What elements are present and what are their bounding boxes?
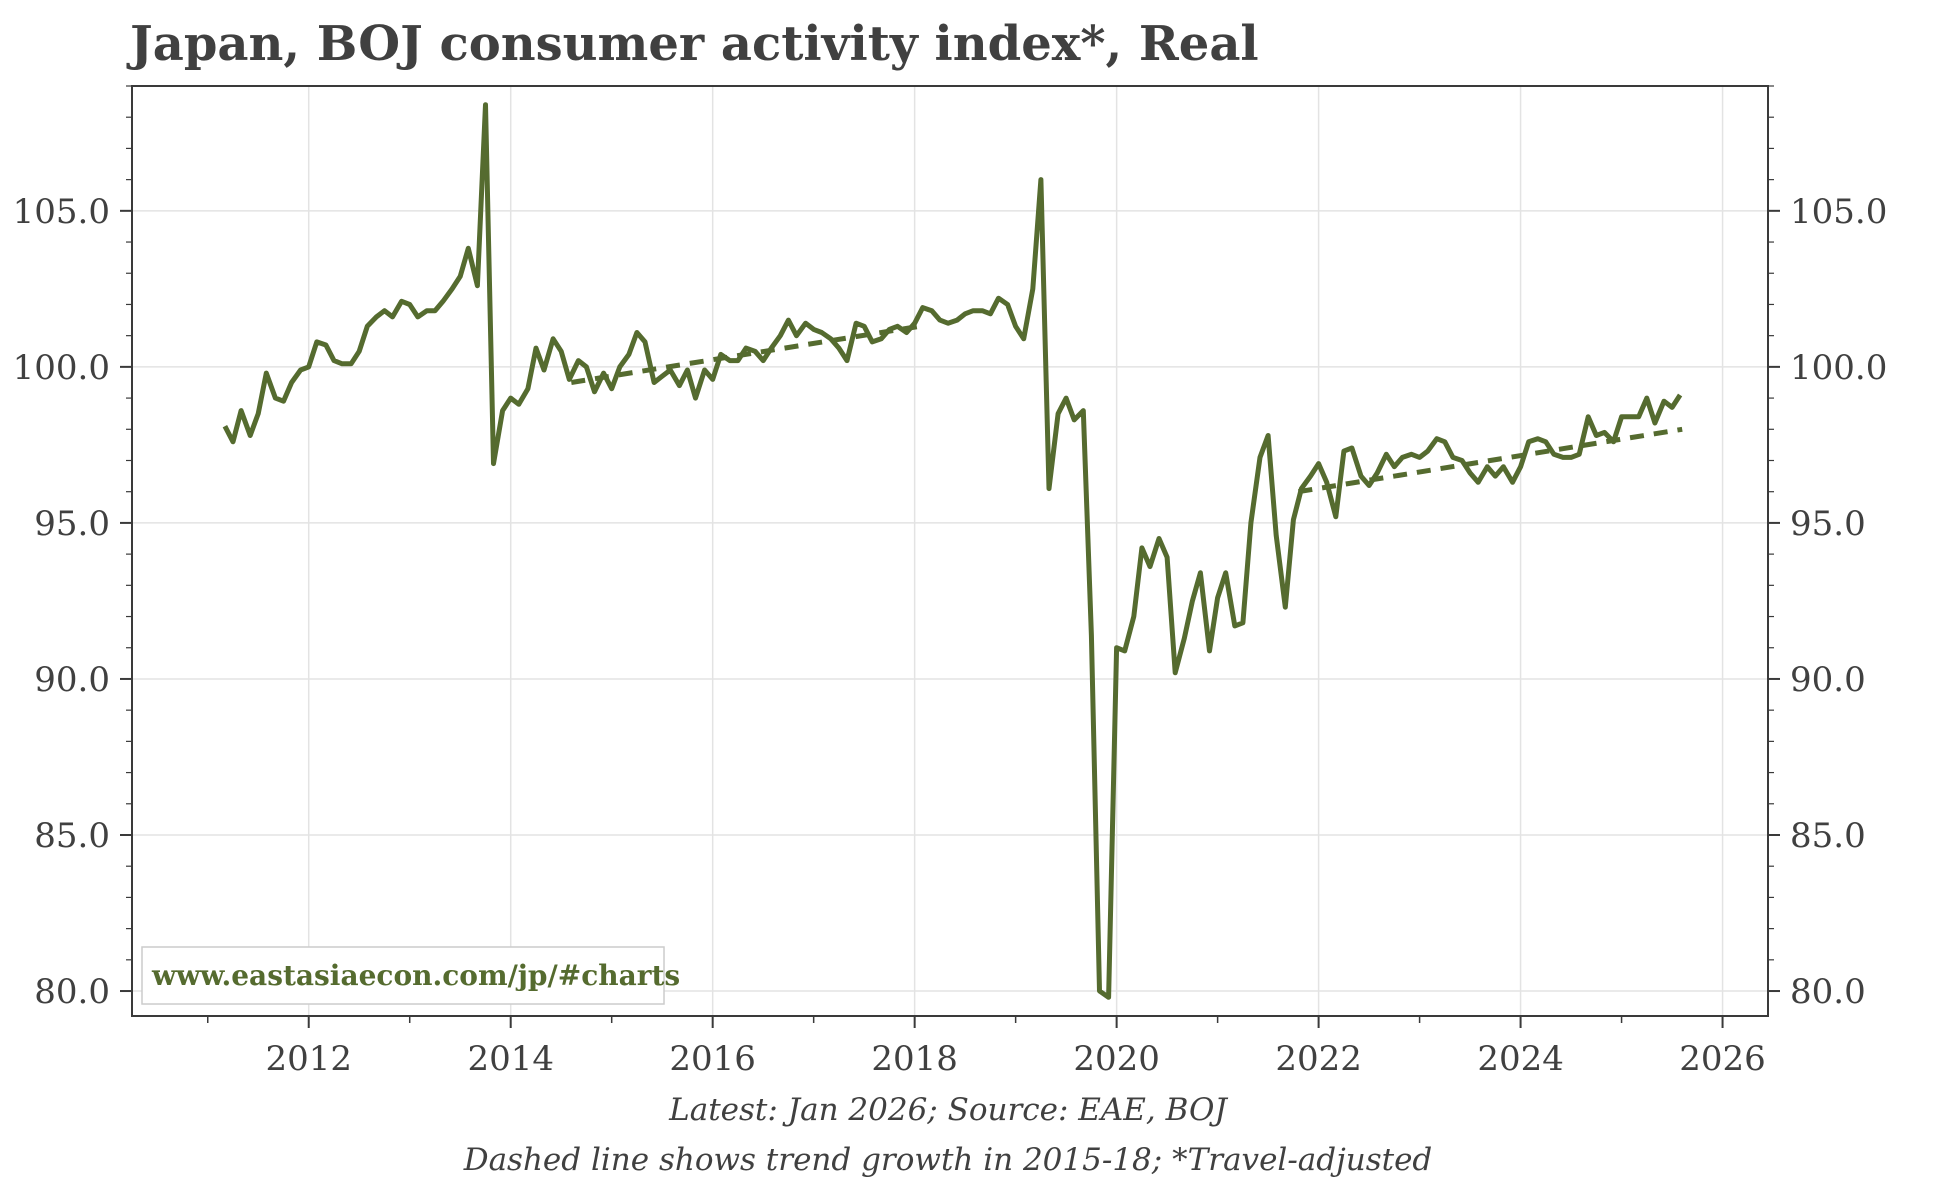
y-tick-label-left: 100.0 (13, 348, 110, 388)
x-tick-label: 2020 (1073, 1039, 1160, 1079)
y-tick-label-right: 100.0 (1790, 348, 1887, 388)
y-tick-label-left: 95.0 (34, 504, 110, 544)
source-caption: Latest: Jan 2026; Source: EAE, BOJ (668, 1092, 1228, 1128)
chart-title: Japan, BOJ consumer activity index*, Rea… (126, 16, 1259, 72)
tick-labels: 2012 2014 2016 2018 2020 2022 2024 2026 80.0 80.0… (13, 192, 1888, 1079)
index-line (222, 102, 1683, 1000)
watermark-box (141, 946, 665, 1005)
y-tick-label-left: 105.0 (13, 192, 110, 232)
x-tick-label: 2014 (467, 1039, 554, 1079)
y-tick-label-left: 90.0 (34, 660, 110, 700)
x-tick-label: 2022 (1275, 1039, 1362, 1079)
y-tick-label-right: 95.0 (1790, 504, 1866, 544)
x-tick-label: 2016 (669, 1039, 756, 1079)
y-tick-label-right: 85.0 (1790, 816, 1866, 856)
grid-lines (132, 86, 1768, 1016)
watermark: www.eastasiaecon.com/jp/#charts (141, 946, 680, 1005)
data-series (222, 102, 1683, 1000)
plot-frame (131, 85, 1769, 1017)
watermark-text: www.eastasiaecon.com/jp/#charts (151, 959, 680, 992)
trend-line (570, 323, 921, 385)
trend-line (1297, 426, 1683, 495)
note-caption: Dashed line shows trend growth in 2015-1… (463, 1142, 1433, 1178)
x-tick-label: 2024 (1477, 1039, 1564, 1079)
x-tick-label: 2026 (1679, 1039, 1766, 1079)
y-tick-label-left: 80.0 (34, 972, 110, 1012)
axis-ticks (120, 85, 1780, 1028)
x-tick-label: 2012 (265, 1039, 352, 1079)
y-tick-label-right: 90.0 (1790, 660, 1866, 700)
y-tick-label-right: 105.0 (1790, 192, 1887, 232)
x-tick-label: 2018 (871, 1039, 958, 1079)
y-tick-label-right: 80.0 (1790, 972, 1866, 1012)
y-tick-label-left: 85.0 (34, 816, 110, 856)
